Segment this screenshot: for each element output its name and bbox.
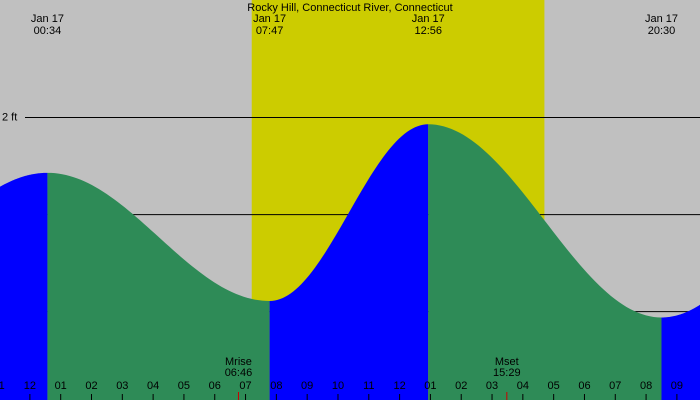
x-tick-label: 10 [332,380,344,392]
moon-event: Mrise [225,356,252,368]
x-tick-label: 08 [270,380,282,392]
x-tick-label: 07 [239,380,251,392]
moon-time: 06:46 [225,367,253,379]
x-tick-label: 01 [424,380,436,392]
event-time: 20:30 [648,25,676,37]
event-date: Jan 17 [31,13,64,25]
x-tick-label: 09 [671,380,683,392]
event-time: 00:34 [34,25,62,37]
event-time: 07:47 [256,25,284,37]
x-tick-label: 11 [363,380,374,392]
x-tick-label: 04 [517,380,529,392]
y-tick-label: 2 ft [2,111,17,123]
x-tick-label: 03 [116,380,128,392]
rising-area [0,172,48,400]
x-tick-label: 01 [55,380,67,392]
event-date: Jan 17 [645,13,678,25]
x-tick-label: 03 [486,380,498,392]
x-tick-label: 06 [578,380,590,392]
event-time: 12:56 [414,25,442,37]
chart-title: Rocky Hill, Connecticut River, Connectic… [247,2,452,14]
falling-area [47,172,270,400]
x-tick-label: 06 [209,380,221,392]
rising-area [269,124,429,400]
x-tick-label: 09 [301,380,313,392]
falling-area [428,124,662,400]
x-tick-label: 12 [24,380,36,392]
x-tick-label: 02 [455,380,467,392]
x-tick-label: 04 [147,380,159,392]
moon-time: 15:29 [493,367,521,379]
x-tick-label: 05 [178,380,190,392]
moon-event: Mset [495,356,519,368]
x-tick-label: 11 [0,380,5,392]
x-tick-label: 05 [548,380,560,392]
event-date: Jan 17 [253,13,286,25]
rising-area [661,304,700,400]
x-tick-label: 02 [85,380,97,392]
x-tick-label: 07 [609,380,621,392]
x-tick-label: 08 [640,380,652,392]
event-date: Jan 17 [412,13,445,25]
x-tick-label: 12 [393,380,405,392]
